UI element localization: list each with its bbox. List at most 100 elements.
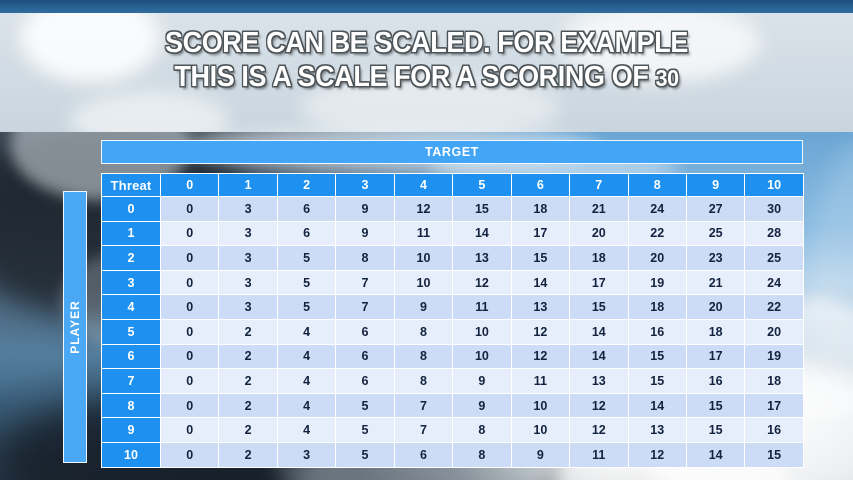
matrix-row: 10 0 2 3 5 6 8 9 11 12 14 15 [101,441,804,468]
cloud-shape [560,13,760,83]
matrix-cell: 9 [335,220,395,247]
matrix-cell: 0 [159,417,220,443]
matrix-col-header-2: 2 [276,173,337,197]
matrix-row: 5 0 2 4 6 8 10 12 14 16 18 20 [101,318,804,345]
matrix-cell: 11 [569,441,629,468]
matrix-cell: 5 [276,245,337,271]
matrix-cell: 4 [276,318,337,345]
matrix-cell: 20 [569,220,629,247]
matrix-cell: 20 [744,318,804,345]
matrix-cell: 25 [744,245,804,271]
matrix-row-header-6: 6 [101,343,161,370]
matrix-cell: 12 [452,269,512,296]
matrix-cell: 0 [159,392,220,419]
matrix-cell: 18 [627,294,687,320]
title-banner [0,13,853,132]
axis-label-target-text: TARGET [424,145,480,159]
matrix-cell: 27 [685,196,746,222]
matrix-row-header-7: 7 [101,368,161,394]
top-accent-band [0,0,853,13]
matrix-cell: 8 [452,417,512,443]
matrix-cell: 8 [393,318,454,345]
matrix-cell: 24 [744,269,804,296]
matrix-cell: 22 [744,294,804,320]
cloud-shape [300,73,560,132]
matrix-cell: 6 [335,368,395,394]
matrix-cell: 10 [393,269,454,296]
matrix-cell: 8 [452,441,512,468]
matrix-cell: 8 [393,368,454,394]
matrix-cell: 23 [685,245,746,271]
matrix-cell: 5 [276,294,337,320]
matrix-cell: 7 [335,294,395,320]
matrix-cell: 14 [685,441,746,468]
matrix-row: 3 0 3 5 7 10 12 14 17 19 21 24 [101,269,804,296]
matrix-row: 2 0 3 5 8 10 13 15 18 20 23 25 [101,245,804,271]
matrix-cell: 15 [569,294,629,320]
matrix-cell: 15 [452,196,512,222]
matrix-cell: 5 [276,269,337,296]
matrix-cell: 13 [452,245,512,271]
matrix-cell: 9 [452,368,512,394]
matrix-cell: 7 [393,392,454,419]
matrix-cell: 0 [159,318,220,345]
axis-label-target: TARGET [101,140,803,164]
matrix-cell: 5 [335,417,395,443]
matrix-cell: 12 [393,196,454,222]
matrix-cell: 10 [510,392,571,419]
matrix-row-header-0: 0 [101,196,161,222]
matrix-row-header-10: 10 [101,441,161,468]
matrix-row: 8 0 2 4 5 7 9 10 12 14 15 17 [101,392,804,419]
matrix-cell: 10 [452,318,512,345]
matrix-row: 4 0 3 5 7 9 11 13 15 18 20 22 [101,294,804,320]
matrix-col-header-10: 10 [744,173,804,197]
matrix-cell: 15 [627,343,687,370]
matrix-cell: 15 [685,392,746,419]
matrix-cell: 6 [276,220,337,247]
matrix-cell: 15 [510,245,571,271]
matrix-cell: 16 [744,417,804,443]
matrix-cell: 18 [744,368,804,394]
matrix-cell: 12 [510,343,571,370]
matrix-cell: 5 [335,392,395,419]
matrix-cell: 0 [159,196,220,222]
matrix-row-header-9: 9 [101,417,161,443]
matrix-row-header-4: 4 [101,294,161,320]
matrix-cell: 18 [510,196,571,222]
matrix-cell: 2 [218,392,278,419]
matrix-cell: 13 [510,294,571,320]
matrix-cell: 3 [218,196,278,222]
matrix-cell: 11 [452,294,512,320]
matrix-cell: 6 [335,318,395,345]
matrix-cell: 6 [276,196,337,222]
matrix-header-row: Threat 0 1 2 3 4 5 6 7 8 9 10 [101,173,804,197]
matrix-cell: 3 [218,245,278,271]
matrix-cell: 24 [627,196,687,222]
matrix-cell: 2 [218,318,278,345]
matrix-cell: 11 [510,368,571,394]
matrix-cell: 4 [276,343,337,370]
matrix-cell: 12 [569,417,629,443]
matrix-row: 6 0 2 4 6 8 10 12 14 15 17 19 [101,343,804,370]
matrix-cell: 28 [744,220,804,247]
matrix-row: 1 0 3 6 9 11 14 17 20 22 25 28 [101,220,804,247]
matrix-cell: 8 [393,343,454,370]
matrix-body: 0 0 3 6 9 12 15 18 21 24 27 30 1 0 3 6 9 11 14 17 20 22 25 28 2 0… [101,196,804,468]
matrix-corner-header: Threat [101,173,161,197]
matrix-cell: 4 [276,368,337,394]
matrix-cell: 15 [744,441,804,468]
matrix-cell: 4 [276,392,337,419]
matrix-cell: 0 [159,343,220,370]
matrix-col-header-6: 6 [510,173,571,197]
matrix-row-header-5: 5 [101,318,161,345]
matrix-cell: 20 [627,245,687,271]
matrix-cell: 20 [685,294,746,320]
cloud-shape [20,13,160,83]
matrix-cell: 25 [685,220,746,247]
matrix-cell: 9 [510,441,571,468]
matrix-col-header-9: 9 [685,173,746,197]
matrix-cell: 0 [159,294,220,320]
matrix-cell: 16 [627,318,687,345]
matrix-col-header-7: 7 [569,173,629,197]
